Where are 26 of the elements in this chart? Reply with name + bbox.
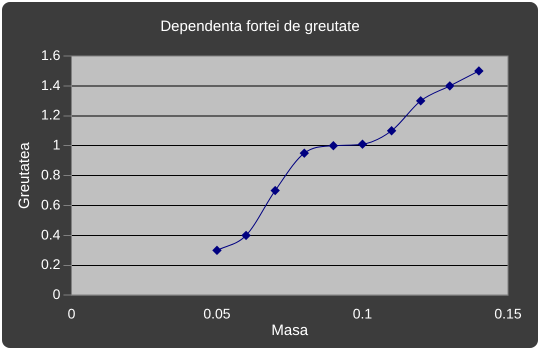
point <box>300 148 309 158</box>
x-axis-title: Masa <box>271 322 309 340</box>
y-tick-label: 1.6 <box>40 46 61 63</box>
point <box>328 141 338 150</box>
point <box>212 246 222 255</box>
y-tick-label: 0 <box>52 286 61 302</box>
y-tick-label: 0.6 <box>40 196 61 212</box>
y-tick-label: 0.4 <box>40 226 61 242</box>
y-axis-title: Greutatea <box>16 142 34 209</box>
x-tick-label: 0 <box>68 305 76 322</box>
y-tick-label: 1.2 <box>40 106 61 123</box>
point <box>358 140 367 149</box>
x-tick-label: 0.1 <box>352 305 372 322</box>
point <box>242 230 251 240</box>
x-tick-label: 0.15 <box>494 305 522 322</box>
chart-title: Dependenta fortei de greutate <box>160 18 360 36</box>
y-tick-label: 1 <box>52 136 61 153</box>
point <box>445 81 454 90</box>
point <box>474 66 484 76</box>
y-tick-label: 0.2 <box>40 256 61 272</box>
y-tick-label: 0.8 <box>40 166 61 182</box>
point <box>270 186 280 196</box>
point <box>387 126 396 136</box>
point <box>416 96 426 106</box>
y-tick-label: 1.4 <box>40 76 61 93</box>
x-tick-label: 0.05 <box>203 305 231 322</box>
